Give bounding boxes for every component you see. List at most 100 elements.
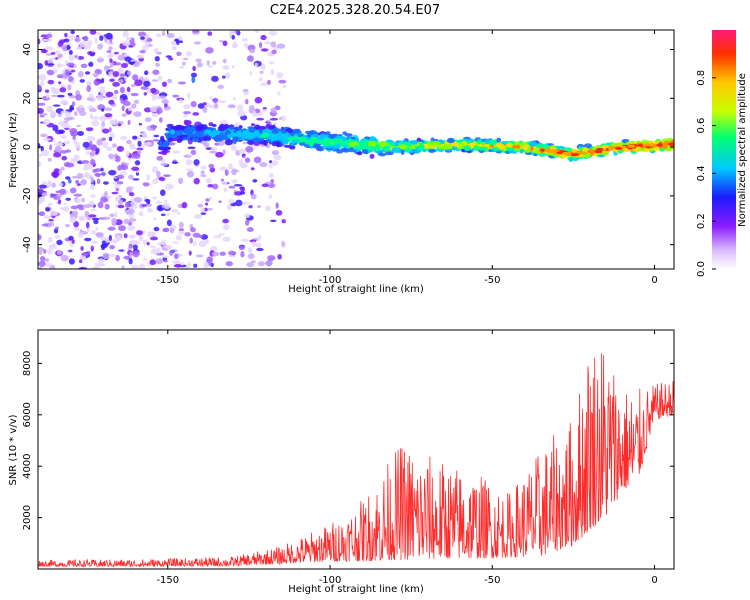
heatmap-cell — [176, 39, 180, 46]
heatmap-cell — [50, 110, 56, 117]
heatmap-cell — [99, 115, 108, 122]
heatmap-cell — [212, 97, 219, 104]
heatmap-cell — [222, 236, 231, 242]
heatmap-cell — [207, 184, 214, 188]
heatmap-cell — [204, 239, 210, 245]
heatmap-cell — [418, 145, 425, 151]
heatmap-cell — [252, 110, 257, 118]
heatmap-cell — [66, 62, 75, 67]
heatmap-cell — [162, 255, 170, 259]
heatmap-cell — [51, 182, 56, 188]
heatmap-cell — [240, 251, 245, 258]
heatmap-cell — [225, 72, 231, 80]
heatmap-cell — [46, 248, 53, 255]
heatmap-cell — [200, 165, 207, 170]
heatmap-cell — [83, 35, 89, 42]
heatmap-cell — [119, 86, 125, 94]
heatmap-cell — [601, 150, 609, 156]
heatmap-cell — [270, 41, 277, 48]
heatmap-cell — [94, 263, 103, 267]
heatmap-cell — [91, 217, 100, 221]
heatmap-cell — [44, 258, 50, 262]
heatmap-cell — [81, 197, 85, 203]
heatmap-cell — [154, 55, 160, 62]
heatmap-cell — [489, 144, 494, 148]
heatmap-cell — [138, 263, 146, 269]
heatmap-cell — [84, 147, 90, 150]
heatmap-cell — [69, 128, 78, 134]
heatmap-cell — [77, 131, 84, 136]
heatmap-cell — [151, 79, 159, 82]
heatmap-cell — [73, 111, 78, 117]
heatmap-cell — [60, 110, 69, 114]
heatmap-cell — [336, 143, 341, 148]
heatmap-cell — [184, 120, 192, 126]
heatmap-cell — [157, 75, 163, 82]
heatmap-cell — [100, 237, 110, 241]
heatmap-cell — [568, 153, 580, 157]
heatmap-cell — [261, 183, 269, 188]
heatmap-cell — [131, 264, 139, 269]
heatmap-cell — [297, 134, 304, 137]
heatmap-cell — [73, 193, 83, 197]
heatmap-cell — [227, 163, 233, 170]
colorbar-gradient — [712, 30, 736, 269]
heatmap-cell — [270, 219, 277, 223]
heatmap-y-tick-label: -40 — [22, 236, 33, 252]
heatmap-cell — [126, 86, 131, 93]
heatmap-cell — [167, 78, 173, 84]
heatmap-cell — [165, 183, 174, 190]
heatmap-cell — [41, 223, 49, 227]
heatmap-cell — [522, 141, 526, 147]
heatmap-cell — [100, 243, 108, 249]
heatmap-cell — [121, 105, 125, 112]
heatmap-cell — [191, 76, 196, 84]
heatmap-cell — [200, 206, 205, 213]
heatmap-cell — [117, 199, 124, 205]
heatmap-cell — [245, 98, 249, 105]
heatmap-cell — [217, 100, 227, 104]
heatmap-cell — [136, 230, 143, 236]
heatmap-cell — [78, 110, 87, 116]
snr-y-axis-label: SNR (10 * v/v) — [8, 414, 19, 485]
heatmap-cell — [85, 163, 94, 170]
heatmap-cell — [120, 73, 125, 77]
heatmap-cell — [64, 60, 70, 64]
heatmap-cell — [248, 131, 255, 136]
heatmap-cell — [59, 206, 64, 211]
heatmap-cell — [241, 201, 250, 205]
heatmap-cell — [218, 200, 222, 204]
heatmap-cell — [90, 159, 96, 165]
heatmap-cell — [237, 104, 244, 111]
heatmap-cell — [68, 95, 77, 99]
heatmap-cell — [200, 174, 207, 178]
heatmap-cell — [133, 99, 140, 104]
heatmap-cell — [87, 136, 96, 142]
heatmap-cell — [273, 155, 282, 161]
heatmap-cell — [107, 53, 113, 59]
heatmap-cell — [182, 62, 186, 66]
heatmap-cell — [58, 182, 64, 187]
heatmap-cell — [271, 129, 280, 134]
heatmap-cell — [71, 176, 80, 179]
heatmap-cell — [203, 207, 208, 212]
heatmap-cell — [52, 124, 59, 132]
heatmap-cell — [222, 40, 228, 47]
heatmap-cell — [124, 56, 132, 62]
heatmap-cell — [65, 223, 70, 228]
heatmap-cell — [534, 147, 540, 154]
heatmap-cell — [336, 150, 344, 154]
heatmap-cell — [75, 94, 82, 101]
heatmap-cell — [163, 259, 168, 263]
heatmap-cell — [192, 30, 200, 33]
heatmap-cell — [82, 141, 90, 148]
heatmap-cell — [233, 184, 243, 187]
heatmap-cell — [43, 138, 52, 141]
heatmap-cell — [473, 145, 479, 151]
heatmap-cell — [65, 176, 71, 180]
heatmap-cell — [91, 229, 97, 235]
heatmap-cell — [349, 141, 357, 147]
heatmap-cell — [246, 55, 254, 62]
heatmap-cell — [53, 228, 59, 234]
heatmap-cell — [195, 254, 204, 258]
